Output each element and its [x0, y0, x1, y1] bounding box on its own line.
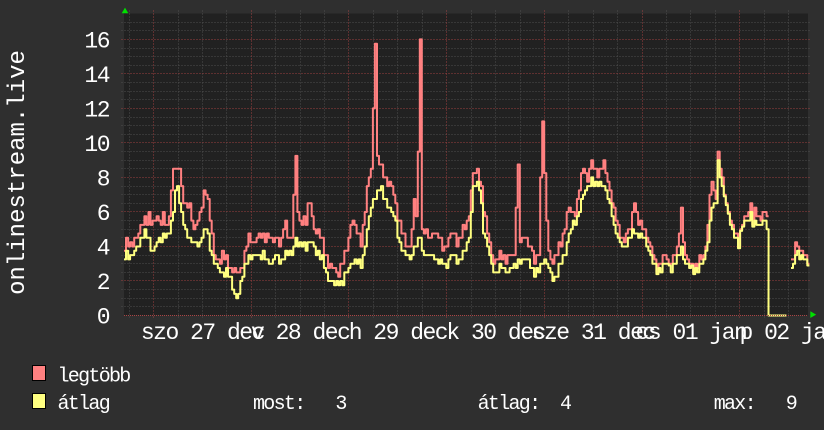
svg-text:cs 01 jan: cs 01 jan [636, 320, 747, 346]
svg-text:átlag: átlag [58, 393, 110, 416]
svg-text:10: 10 [84, 132, 109, 158]
svg-text:14: 14 [84, 63, 109, 89]
svg-text:szo 27 dec: szo 27 dec [141, 320, 265, 346]
svg-text:6: 6 [97, 201, 110, 227]
svg-text:legtöbb: legtöbb [58, 365, 131, 388]
svg-text:p 02 jan: p 02 jan [739, 320, 824, 346]
svg-text:2: 2 [97, 270, 110, 296]
svg-text:4: 4 [97, 236, 110, 262]
svg-text:átlag: 4: átlag: 4 [478, 393, 571, 416]
svg-text:onlinestream.live: onlinestream.live [5, 50, 32, 295]
svg-text:0: 0 [97, 305, 110, 331]
svg-text:16: 16 [84, 28, 109, 54]
svg-text:v 28 dec: v 28 dec [251, 320, 350, 346]
svg-text:h 29 dec: h 29 dec [349, 320, 448, 346]
svg-text:8: 8 [97, 166, 110, 192]
svg-text:max: 9: max: 9 [714, 393, 797, 416]
svg-text:sze 31 dec: sze 31 dec [532, 320, 656, 346]
svg-text:most: 3: most: 3 [253, 393, 346, 416]
svg-text:12: 12 [84, 97, 109, 123]
svg-text:k 30 dec: k 30 dec [446, 320, 545, 346]
